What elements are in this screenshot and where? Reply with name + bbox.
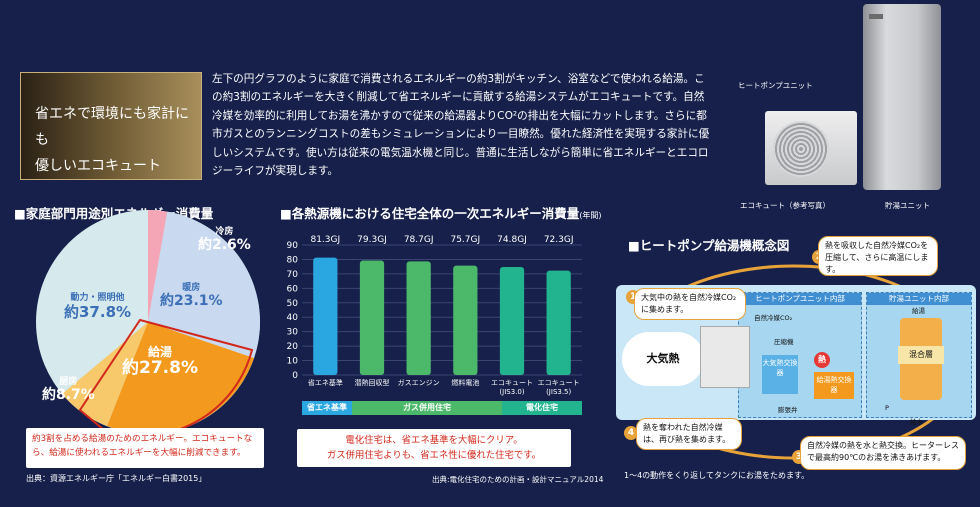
pie-chart (36, 210, 260, 437)
group-label-electric: 電化住宅 (502, 401, 582, 415)
pie-label-kyuto: 給湯 約27.8% (122, 345, 198, 379)
tank-caption: 貯湯ユニット (885, 201, 930, 210)
y-tick-label: 70 (287, 270, 299, 280)
pump-label: P (885, 404, 889, 412)
data-label: 78.7GJ (404, 235, 434, 245)
air-heat-cloud: 大気熱 (622, 332, 704, 386)
step-4-badge: 4 (624, 426, 638, 440)
fan-grille (773, 121, 829, 177)
heatpump-label: ヒートポンプユニット (738, 81, 813, 90)
compressor-label: 圧縮機 (774, 338, 794, 346)
pie-label-doryoku: 動力・照明他 約37.8% (64, 293, 132, 321)
bar (406, 261, 431, 375)
step-1-callout: 大気中の熱を自然冷媒CO₂に集めます。 (634, 288, 746, 320)
water-exchanger: 給湯熱交換器 (814, 372, 854, 399)
bar-title: ■各熱源機における住宅全体の一次エネルギー消費量(年間) (280, 206, 602, 221)
intro-paragraph: 左下の円グラフのように家庭で消費されるエネルギーの約3割がキッチン、浴室などで使… (212, 73, 710, 178)
data-label: 72.3GJ (544, 235, 574, 245)
x-tick-label: (JIS3.0) (499, 388, 524, 396)
x-tick-label: エコキュート (538, 379, 580, 387)
diagram-title: ■ヒートポンプ給湯機概念図 (628, 238, 790, 253)
y-tick-label: 90 (287, 241, 299, 251)
heatpump-unit-photo (765, 111, 857, 185)
refrigerant-label: 自然冷媒CO₂ (754, 314, 793, 322)
slice-reibo (148, 210, 168, 322)
data-label: 74.8GJ (497, 235, 527, 245)
step-2-callout: 熱を吸収した自然冷媒CO₂を圧縮して、さらに高温にします。 (818, 236, 938, 276)
x-tick-label: 潜熱回収型 (355, 378, 390, 387)
group-label-gas: ガス併用住宅 (352, 401, 502, 415)
x-tick-label: 燃料電池 (451, 378, 479, 387)
bar-chart: 0 10 20 30 40 50 60 70 80 90 81.3GJ 省エネ基準 79.3GJ 潜熱回収… (287, 235, 582, 396)
brand-logo (869, 14, 883, 19)
y-tick-label: 60 (287, 284, 299, 294)
banner-title: 省エネで環境にも家計にも 優しいエコキュート (35, 106, 189, 174)
bar (546, 270, 571, 375)
x-tick-label: 省エネ基準 (308, 378, 343, 387)
bar (499, 266, 525, 375)
heatpump-inside: ヒートポンプユニット内部 (738, 292, 862, 418)
y-tick-label: 80 (287, 255, 299, 265)
hot-marker: 熱 (814, 352, 830, 368)
water-label: 給水 (910, 418, 923, 426)
group-label-standard: 省エネ基準 (302, 401, 352, 415)
supply-label: 給湯 (912, 307, 925, 315)
title-banner: 省エネで環境にも家計にも 優しいエコキュート (20, 72, 202, 180)
y-tick-label: 0 (292, 371, 298, 381)
data-label: 81.3GJ (310, 235, 340, 245)
x-tick-label: ガスエンジン (398, 378, 440, 387)
diagram-footer: 1〜4の動作をくり返してタンクにお湯をためます。 (624, 471, 810, 480)
x-tick-label: (JIS3.5) (546, 388, 571, 396)
bar (313, 257, 338, 375)
step-3-callout: 自然冷媒の熱を水と熱交換。ヒーターレスで最高約90℃のお湯を沸きあげます。 (800, 436, 966, 470)
expansion-valve-label: 膨張弁 (778, 406, 798, 414)
bar (359, 260, 385, 375)
y-tick-label: 40 (287, 313, 299, 323)
y-tick-label: 10 (287, 357, 299, 367)
pie-label-chubo: 厨房 約8.7% (42, 377, 95, 403)
ecocute-caption: エコキュート（参考写真） (740, 201, 830, 210)
outdoor-unit-icon (700, 326, 750, 388)
mix-layer: 混合層 (898, 346, 944, 364)
y-tick-label: 20 (287, 342, 299, 352)
bar-note: 電化住宅は、省エネ基準を大幅にクリア。 ガス併用住宅よりも、省エネ性に優れた住宅… (297, 429, 571, 467)
air-exchanger: 大気熱交換器 (762, 355, 798, 394)
data-label: 75.7GJ (450, 235, 480, 245)
pie-note: 約3割を占める給湯のためのエネルギー。エコキュートなら、給湯に使われるエネルギー… (26, 428, 264, 468)
slice-danbo (148, 211, 260, 358)
pie-label-danbo: 暖房 約23.1% (160, 283, 223, 309)
bar-source: 出典:電化住宅のための計画・設計マニュアル2014 (432, 475, 604, 484)
bar (453, 265, 478, 375)
y-tick-label: 30 (287, 328, 299, 338)
data-label: 79.3GJ (357, 235, 387, 245)
x-tick-label: エコキュート (491, 379, 533, 387)
pie-label-reibo: 冷房 約2.6% (198, 227, 251, 253)
storage-tank-photo (863, 4, 941, 190)
step-4-callout: 熱を奪われた自然冷媒は、再び熱を集めます。 (636, 418, 742, 450)
y-tick-label: 50 (287, 299, 299, 309)
pie-source: 出典：資源エネルギー庁「エネルギー白書2015」 (26, 474, 207, 483)
